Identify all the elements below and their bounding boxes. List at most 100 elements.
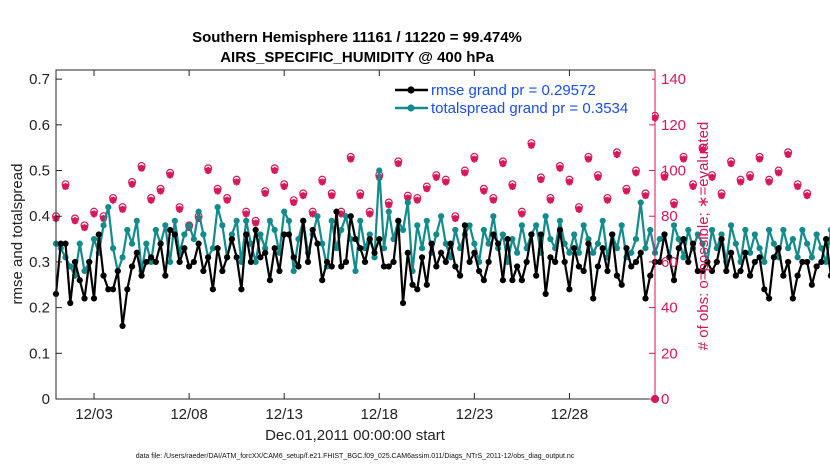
rmse-point xyxy=(119,322,126,329)
totalspread-point xyxy=(575,249,583,256)
obs-evaluated-point xyxy=(195,215,203,223)
x-axis-label: Dec.01,2011 00:00:00 start xyxy=(265,427,446,444)
rmse-point xyxy=(746,272,754,279)
totalspread-point xyxy=(100,222,107,229)
rmse-point xyxy=(109,286,117,293)
rmse-point xyxy=(713,258,720,266)
obs-evaluated-point xyxy=(309,210,317,218)
totalspread-point xyxy=(780,226,787,234)
rmse-point xyxy=(143,258,150,266)
obs-evaluated-point xyxy=(261,189,269,197)
obs-evaluated-point xyxy=(366,210,374,218)
totalspread-point xyxy=(418,245,426,252)
rmse-point xyxy=(147,254,155,261)
obs-evaluated-point xyxy=(147,196,155,204)
obs-evaluated-point xyxy=(803,192,811,200)
rmse-point xyxy=(718,235,725,243)
totalspread-point xyxy=(761,258,768,266)
obs-evaluated-point xyxy=(794,183,802,191)
rmse-point xyxy=(347,213,354,220)
rmse-point xyxy=(780,272,787,279)
obs-evaluated-point xyxy=(499,160,507,168)
legend-rmse-label: rmse grand pr = 0.29572 xyxy=(431,82,596,99)
rmse-point xyxy=(604,267,611,275)
totalspread-point xyxy=(580,222,587,229)
rmse-point xyxy=(490,231,497,238)
totalspread-point xyxy=(414,222,421,229)
totalspread-point xyxy=(533,222,540,229)
rmse-point xyxy=(276,267,283,275)
totalspread-point xyxy=(613,245,621,252)
totalspread-point xyxy=(694,231,701,238)
rmse-point xyxy=(642,295,649,302)
rmse-point xyxy=(461,222,468,229)
rmse-point xyxy=(499,277,506,284)
rmse-point xyxy=(799,258,806,266)
rmse-series xyxy=(52,208,830,329)
obs-evaluated-point xyxy=(328,192,336,200)
rmse-point xyxy=(518,277,525,284)
totalspread-point xyxy=(371,254,378,261)
y-tick-label: 0.5 xyxy=(29,163,50,180)
totalspread-point xyxy=(647,226,654,234)
rmse-point xyxy=(485,258,492,266)
rmse-point xyxy=(789,295,796,302)
totalspread-point xyxy=(266,217,274,224)
rmse-point xyxy=(623,245,630,252)
totalspread-point xyxy=(319,240,326,247)
totalspread-point xyxy=(708,226,716,234)
rmse-point xyxy=(785,258,792,266)
rmse-point xyxy=(314,240,321,247)
rmse-point xyxy=(323,258,331,266)
totalspread-point xyxy=(357,217,364,224)
rmse-point xyxy=(666,254,673,261)
obs-evaluated-point xyxy=(233,178,241,186)
x-tick-label: 12/18 xyxy=(360,406,398,423)
totalspread-point xyxy=(314,213,321,220)
totalspread-point xyxy=(813,231,820,238)
rmse-point xyxy=(390,258,397,266)
rmse-point xyxy=(219,267,226,275)
rmse-point xyxy=(352,235,359,243)
rmse-point xyxy=(471,249,478,256)
rmse-point xyxy=(428,240,435,247)
totalspread-point xyxy=(257,231,264,238)
totalspread-point xyxy=(147,258,155,266)
legend-rmse-marker xyxy=(407,86,415,94)
rmse-point xyxy=(495,240,502,247)
obs-evaluated-point xyxy=(62,183,70,191)
legend-box xyxy=(390,77,652,119)
obs-evaluated-point xyxy=(290,199,298,207)
obs-evaluated-point xyxy=(223,196,231,204)
rmse-point xyxy=(675,245,682,252)
rmse-point xyxy=(613,272,621,279)
totalspread-point xyxy=(171,217,178,224)
y-tick-label: 0.2 xyxy=(29,300,50,317)
rmse-point xyxy=(247,258,255,266)
rmse-point xyxy=(823,235,830,243)
y-axis: 0 0.1 0.2 0.3 0.4 0.5 0.6 0.7 xyxy=(29,71,62,408)
x-axis: 12/03 12/08 12/13 12/18 12/23 12/28 xyxy=(75,70,588,423)
totalspread-point xyxy=(770,240,777,247)
rmse-point xyxy=(333,208,340,215)
totalspread-point xyxy=(442,240,449,247)
rmse-point xyxy=(376,235,383,243)
y2-tick-label: 80 xyxy=(661,208,678,225)
obs-evaluated-point xyxy=(508,183,516,191)
totalspread-point xyxy=(789,235,796,243)
rmse-point xyxy=(594,263,602,270)
rmse-point xyxy=(742,249,749,256)
totalspread-point xyxy=(124,226,131,234)
totalspread-point xyxy=(119,254,126,261)
totalspread-point xyxy=(804,240,811,247)
rmse-point xyxy=(566,286,573,293)
totalspread-point xyxy=(618,222,625,229)
totalspread-point xyxy=(233,217,240,224)
legend-spread-marker xyxy=(407,104,415,112)
totalspread-point xyxy=(670,222,678,229)
rmse-point xyxy=(342,258,350,266)
totalspread-point xyxy=(404,199,411,206)
rmse-point xyxy=(680,235,687,243)
rmse-point xyxy=(176,258,183,266)
totalspread-point xyxy=(243,217,250,224)
